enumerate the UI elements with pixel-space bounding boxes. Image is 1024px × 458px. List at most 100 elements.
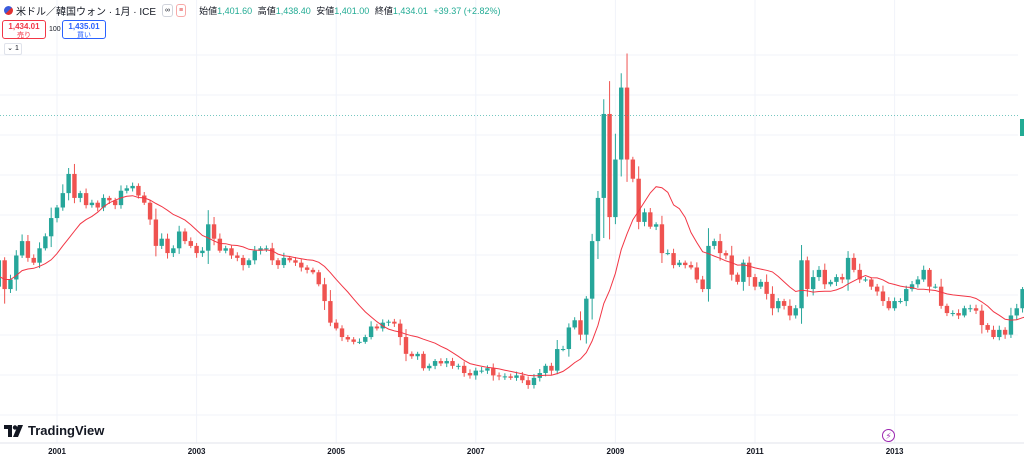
candle-body <box>304 267 310 270</box>
candle-body <box>758 281 764 287</box>
candle-body <box>892 301 897 309</box>
candle-body <box>188 241 193 246</box>
candle-body <box>66 173 71 194</box>
candle-body <box>659 224 665 254</box>
candle-body <box>589 241 595 299</box>
candle-body <box>683 262 688 266</box>
candle-body <box>607 113 612 218</box>
sell-price: 1,434.01 <box>8 22 40 31</box>
candle-body <box>938 286 944 306</box>
candle-body <box>438 361 444 364</box>
sell-button[interactable]: 1,434.01 売り <box>2 20 46 39</box>
candle-body <box>665 253 670 255</box>
candle-body <box>810 277 816 290</box>
candle-body <box>363 337 368 342</box>
candle-body <box>1002 329 1008 335</box>
high-label: 高値 <box>257 5 276 16</box>
candle-body <box>776 301 781 309</box>
candle-body <box>310 269 316 273</box>
link-icon[interactable]: ∞ <box>162 3 174 17</box>
currency-pair-icon <box>4 5 13 15</box>
time-axis: 2001200320052007200920112013201520172019… <box>48 447 904 456</box>
low-label: 安値 <box>316 5 335 16</box>
candle-body <box>54 207 60 219</box>
lightning-icon[interactable]: ⚡ <box>882 429 895 442</box>
candle-body <box>694 267 700 280</box>
candle-body <box>898 301 903 303</box>
candle-body <box>543 365 548 374</box>
x-tick-label: 2013 <box>886 447 904 456</box>
candle-body <box>432 361 438 366</box>
x-tick-label: 2005 <box>327 447 345 456</box>
candle-body <box>933 286 938 288</box>
tradingview-logo[interactable]: TradingView <box>4 423 104 438</box>
high-value: 1,438.40 <box>275 5 311 16</box>
candle-body <box>461 365 467 374</box>
candle-body <box>653 224 659 227</box>
candle-body <box>159 238 164 246</box>
candle-body <box>566 327 572 350</box>
candle-body <box>211 224 217 239</box>
candle-body <box>112 200 118 206</box>
candle-body <box>642 212 647 222</box>
candle-body <box>101 197 106 208</box>
buy-button[interactable]: 1,435.01 買い <box>62 20 106 39</box>
candle-body <box>770 293 775 309</box>
candle-body <box>735 274 740 282</box>
candle-body <box>374 326 380 329</box>
candle-body <box>328 301 333 323</box>
candle-body <box>584 298 589 335</box>
candle-body <box>496 375 502 377</box>
candle-body <box>677 262 682 266</box>
candle-body <box>444 361 449 364</box>
candle-body <box>706 245 711 290</box>
candle-body <box>746 262 752 278</box>
candle-body <box>14 255 19 280</box>
indicator-toggle-button[interactable]: ⌄ 1 <box>4 43 22 55</box>
compare-icon[interactable]: ≡ <box>176 3 187 17</box>
x-tick-label: 2003 <box>188 447 206 456</box>
last-price-marker <box>1020 119 1024 136</box>
candle-body <box>950 313 955 315</box>
candle-body <box>403 337 409 354</box>
candle-body <box>555 349 560 371</box>
candle-body <box>142 195 147 203</box>
symbol-title[interactable]: 米ドル／韓国ウォン · 1月 · ICE <box>16 6 157 18</box>
candle-body <box>840 277 845 280</box>
candle-body <box>456 365 461 367</box>
candle-body <box>31 257 36 263</box>
candle-body <box>845 257 851 280</box>
candle-body <box>339 328 345 338</box>
candle-body <box>601 113 606 198</box>
candle-body <box>805 260 810 290</box>
candle-body <box>741 262 746 282</box>
candle-body <box>915 279 921 285</box>
candle-body <box>287 257 292 261</box>
candle-body <box>525 380 531 386</box>
candle-body <box>973 308 979 311</box>
open-value: 1,401.60 <box>217 5 253 16</box>
candle-body <box>671 253 676 266</box>
close-value: 1,434.01 <box>392 5 428 16</box>
candle-body <box>549 365 554 371</box>
candle-body <box>630 159 636 179</box>
candle-body <box>136 185 141 196</box>
candle-body <box>834 277 839 282</box>
candle-body <box>72 173 77 198</box>
spread-value: 100 <box>49 26 61 33</box>
candle-body <box>473 370 478 376</box>
candle-body <box>246 260 252 266</box>
candle-body <box>520 375 525 381</box>
moving-average-series <box>0 115 1024 377</box>
candle-body <box>508 376 513 378</box>
candle-body <box>2 260 7 290</box>
candle-body <box>368 326 374 338</box>
candle-body <box>764 281 769 294</box>
candle-body <box>450 361 455 366</box>
candle-body <box>799 260 804 309</box>
candle-body <box>502 376 508 378</box>
indicator-count: 1 <box>14 45 19 52</box>
candle-body <box>781 301 787 306</box>
candle-body <box>979 310 985 326</box>
